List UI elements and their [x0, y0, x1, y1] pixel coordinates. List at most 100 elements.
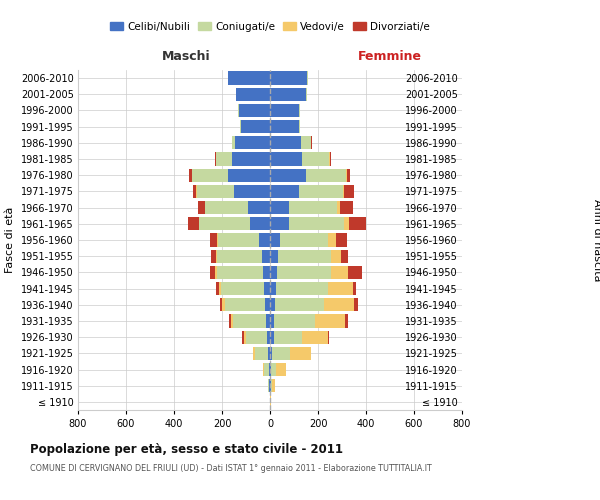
Bar: [307, 72, 308, 85]
Bar: [328, 330, 329, 344]
Bar: [232, 136, 235, 149]
Bar: [188, 168, 191, 182]
Bar: [232, 152, 270, 166]
Bar: [220, 298, 222, 312]
Text: Maschi: Maschi: [161, 50, 211, 62]
Bar: [344, 185, 355, 198]
Bar: [250, 217, 270, 230]
Bar: [274, 314, 315, 328]
Bar: [270, 282, 276, 295]
Bar: [241, 120, 270, 134]
Bar: [328, 282, 353, 295]
Bar: [270, 298, 275, 312]
Bar: [229, 314, 231, 328]
Bar: [268, 379, 269, 392]
Bar: [331, 266, 349, 279]
Bar: [302, 152, 329, 166]
Bar: [193, 185, 196, 198]
Bar: [337, 234, 347, 246]
Bar: [270, 136, 301, 149]
Bar: [188, 217, 199, 230]
Bar: [253, 346, 255, 360]
Bar: [276, 282, 328, 295]
Bar: [236, 88, 270, 101]
Bar: [219, 282, 221, 295]
Bar: [218, 234, 259, 246]
Bar: [306, 88, 307, 101]
Bar: [216, 250, 217, 263]
Bar: [210, 234, 217, 246]
Bar: [262, 250, 270, 263]
Bar: [270, 234, 280, 246]
Bar: [245, 330, 267, 344]
Bar: [306, 168, 346, 182]
Bar: [211, 250, 216, 263]
Bar: [270, 217, 289, 230]
Bar: [228, 168, 270, 182]
Bar: [353, 282, 356, 295]
Bar: [270, 314, 274, 328]
Bar: [347, 168, 350, 182]
Bar: [302, 330, 328, 344]
Legend: Celibi/Nubili, Coniugati/e, Vedovi/e, Divorziati/e: Celibi/Nubili, Coniugati/e, Vedovi/e, Di…: [106, 18, 434, 36]
Bar: [270, 250, 278, 263]
Bar: [329, 152, 330, 166]
Bar: [217, 266, 263, 279]
Bar: [349, 217, 365, 230]
Bar: [233, 314, 266, 328]
Bar: [277, 363, 286, 376]
Bar: [267, 330, 270, 344]
Bar: [289, 201, 337, 214]
Bar: [235, 136, 270, 149]
Bar: [248, 201, 270, 214]
Bar: [270, 72, 307, 85]
Bar: [264, 282, 270, 295]
Bar: [299, 185, 343, 198]
Bar: [341, 250, 348, 263]
Y-axis label: Fasce di età: Fasce di età: [5, 207, 16, 273]
Bar: [266, 314, 270, 328]
Bar: [280, 234, 328, 246]
Bar: [198, 201, 205, 214]
Text: Anni di nascita: Anni di nascita: [592, 198, 600, 281]
Bar: [255, 346, 268, 360]
Bar: [275, 298, 324, 312]
Bar: [216, 282, 219, 295]
Bar: [268, 346, 270, 360]
Bar: [299, 120, 300, 134]
Bar: [271, 379, 272, 392]
Bar: [301, 136, 311, 149]
Bar: [277, 266, 331, 279]
Bar: [222, 298, 225, 312]
Bar: [340, 201, 353, 214]
Bar: [343, 185, 344, 198]
Bar: [331, 250, 341, 263]
Bar: [290, 346, 311, 360]
Bar: [272, 379, 275, 392]
Bar: [270, 201, 289, 214]
Bar: [315, 314, 345, 328]
Bar: [270, 168, 306, 182]
Text: Popolazione per età, sesso e stato civile - 2011: Popolazione per età, sesso e stato civil…: [30, 442, 343, 456]
Bar: [274, 330, 302, 344]
Bar: [270, 152, 302, 166]
Bar: [299, 104, 300, 117]
Bar: [263, 363, 265, 376]
Text: COMUNE DI CERVIGNANO DEL FRIULI (UD) - Dati ISTAT 1° gennaio 2011 - Elaborazione: COMUNE DI CERVIGNANO DEL FRIULI (UD) - D…: [30, 464, 432, 473]
Bar: [265, 298, 270, 312]
Bar: [337, 201, 340, 214]
Bar: [269, 379, 270, 392]
Bar: [330, 152, 331, 166]
Bar: [270, 363, 271, 376]
Bar: [349, 266, 362, 279]
Bar: [270, 266, 277, 279]
Bar: [199, 217, 250, 230]
Bar: [215, 266, 217, 279]
Bar: [270, 379, 271, 392]
Bar: [270, 330, 274, 344]
Bar: [242, 330, 244, 344]
Bar: [192, 168, 228, 182]
Bar: [228, 72, 270, 85]
Bar: [344, 217, 349, 230]
Bar: [263, 266, 270, 279]
